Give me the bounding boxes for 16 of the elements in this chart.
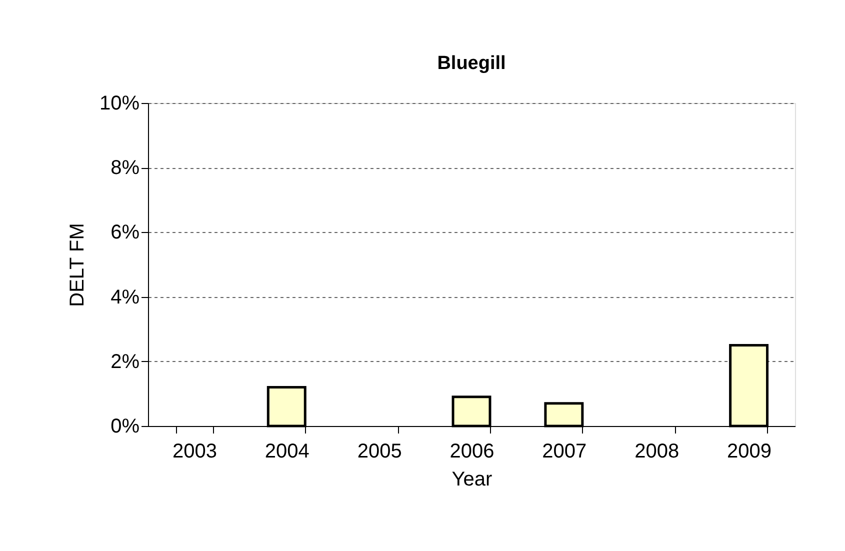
x-tick-label: 2008 — [634, 440, 680, 462]
y-tick-label: 10% — [99, 92, 140, 114]
y-tick-label: 2% — [110, 350, 140, 373]
y-tick-label: 0% — [110, 416, 140, 438]
chart-title: Bluegill — [437, 53, 506, 74]
x-tick-label: 2006 — [450, 440, 494, 462]
x-tick-label: 2004 — [264, 440, 310, 462]
x-tick-label: 2003 — [172, 440, 217, 462]
y-tick-label: 6% — [110, 222, 140, 244]
x-axis-title: Year — [452, 468, 493, 490]
y-tick-label: 4% — [110, 286, 140, 308]
y-axis-title: DELT FM — [66, 223, 88, 307]
x-tick-label: 2007 — [542, 440, 587, 462]
x-tick-label: 2009 — [727, 440, 772, 462]
x-tick-label: 2005 — [357, 440, 402, 462]
y-tick-label: 8% — [110, 157, 140, 180]
